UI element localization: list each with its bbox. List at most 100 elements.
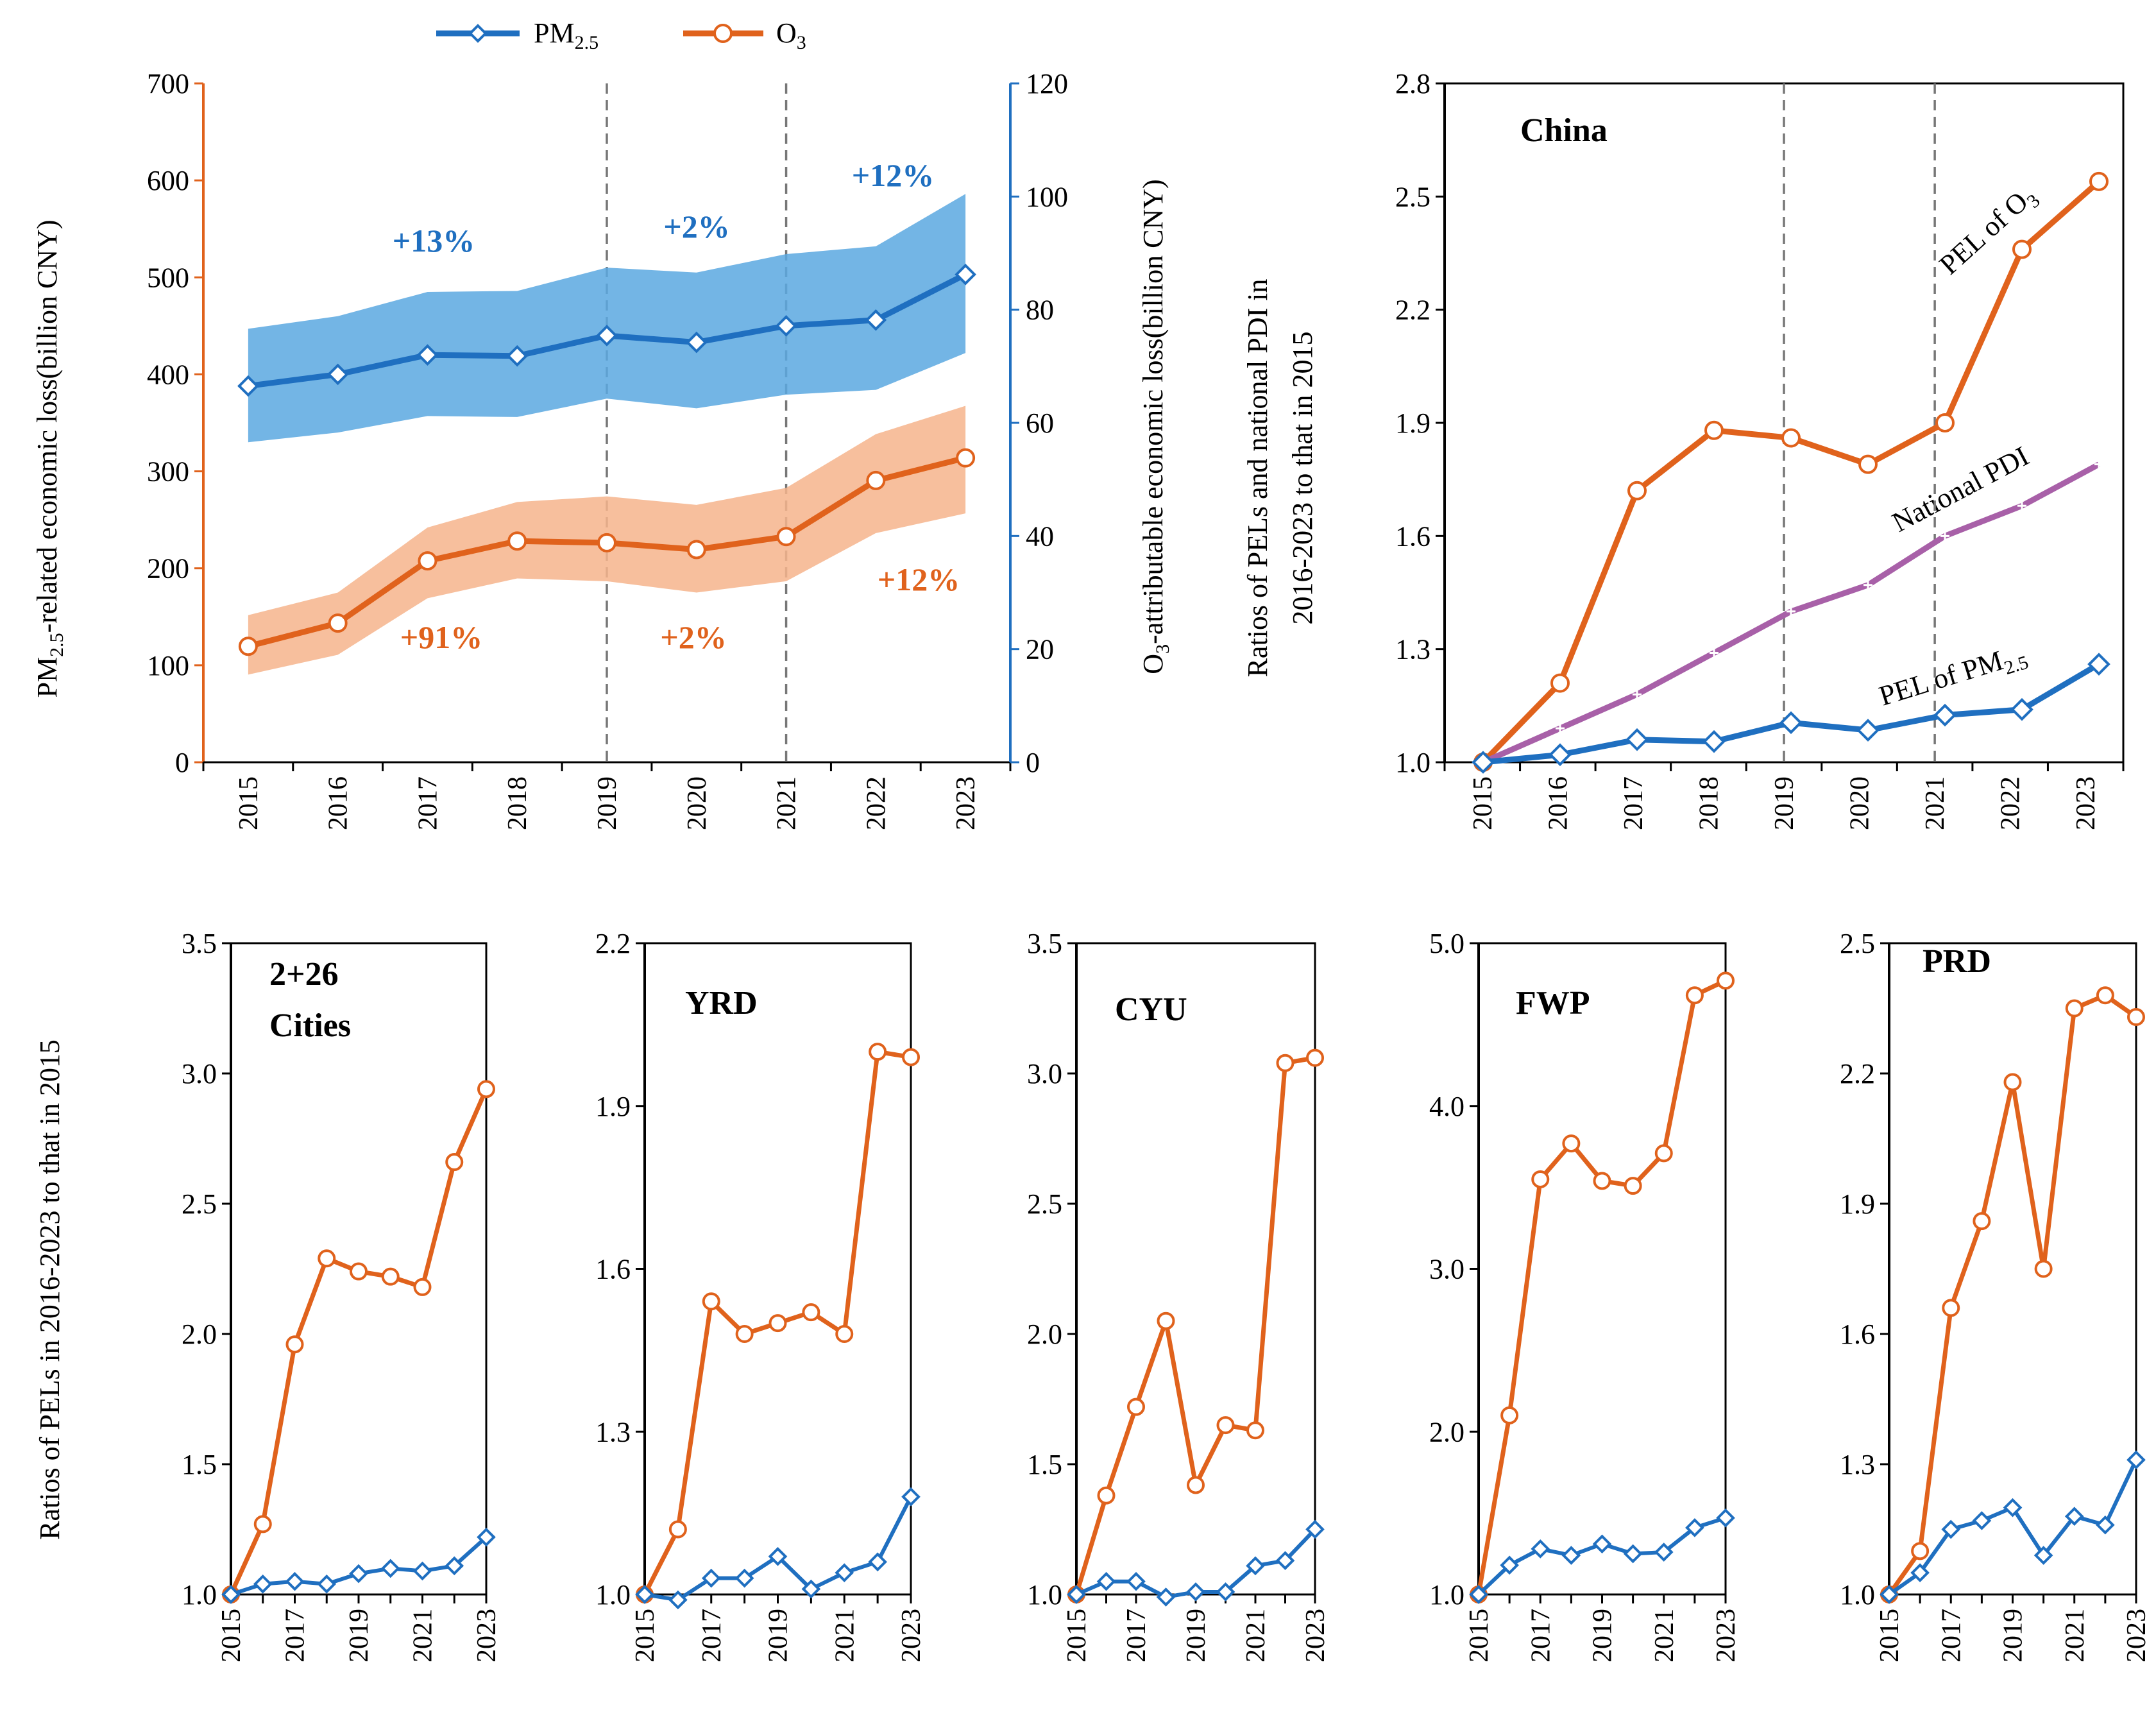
- y2-tick-label: 80: [1026, 295, 1054, 326]
- data-point: [237, 375, 259, 397]
- x-tick-label: 2023: [951, 776, 981, 830]
- y-tick-label: 3.5: [1027, 928, 1062, 959]
- y2-tick-label: 60: [1026, 407, 1054, 439]
- data-point: [2094, 459, 2103, 469]
- top-left-annotations: +13% +2% +12% +91% +2% +12%: [393, 157, 960, 655]
- y-tick-label: 100: [147, 650, 189, 681]
- data-point: [1654, 1144, 1673, 1163]
- series-line-o3: [1476, 978, 1727, 1595]
- y-tick-label: 2.2: [1395, 295, 1430, 326]
- data-point: [735, 1325, 754, 1343]
- data-point: [668, 1590, 688, 1610]
- y-tick-label: 2.5: [1840, 928, 1875, 959]
- data-point: [2003, 1073, 2022, 1091]
- y2-tick-label: 40: [1026, 520, 1054, 552]
- x-tick-label: 2019: [344, 1609, 374, 1662]
- y-tick-label: 2.5: [182, 1188, 217, 1220]
- y-tick-label: 300: [147, 456, 189, 488]
- legend-pm-marker: [468, 24, 488, 43]
- x-tick-label: 2019: [1182, 1609, 1211, 1662]
- data-point: [1531, 1539, 1550, 1559]
- data-point: [869, 1043, 887, 1061]
- data-point: [865, 309, 887, 331]
- panel-china: 1.0 1.3 1.6 1.9 2.2 2.5 2.8 2015 2016 2017 2018 201…: [1395, 68, 2125, 830]
- data-point: [685, 331, 708, 354]
- data-point: [768, 1314, 787, 1333]
- data-point: [221, 1585, 241, 1604]
- data-point: [1097, 1486, 1116, 1505]
- data-point: [775, 315, 797, 337]
- x-tick-label: 2015: [631, 1609, 660, 1662]
- data-point: [1787, 606, 1795, 616]
- data-point: [317, 1574, 337, 1594]
- data-point: [1685, 986, 1704, 1005]
- data-point: [2033, 1546, 2053, 1565]
- annotation-o3-3: +12%: [878, 561, 960, 597]
- data-point: [668, 1520, 687, 1539]
- data-point: [1550, 673, 1570, 693]
- x-tick-label: 2015: [1875, 1609, 1905, 1662]
- y-tick-label: 2.5: [1395, 181, 1430, 212]
- x-tick-label: 2023: [472, 1609, 502, 1662]
- data-point: [2089, 171, 2109, 191]
- data-point: [2096, 986, 2114, 1005]
- data-point: [776, 527, 796, 547]
- x-tick-label: 2017: [413, 776, 443, 830]
- legend-o3-marker: [713, 24, 733, 43]
- data-point: [1624, 1177, 1642, 1195]
- x-tick-label: 2016: [1543, 776, 1573, 830]
- y-tick-label: 1.0: [1027, 1579, 1062, 1611]
- china-label-pdi: National PDI: [1887, 440, 2034, 538]
- data-point: [1276, 1054, 1294, 1072]
- data-point: [1942, 1299, 1960, 1317]
- data-point: [1549, 743, 1572, 767]
- x-tick-label: 2023: [2122, 1609, 2152, 1662]
- y-tick-label: 1.3: [595, 1416, 631, 1448]
- y-tick-label: 1.6: [1395, 520, 1430, 552]
- data-point: [285, 1335, 304, 1354]
- legend-o3-label: O3: [776, 17, 806, 53]
- data-point: [1306, 1048, 1324, 1067]
- x-tick-label: 2019: [1588, 1609, 1618, 1662]
- y-tick-label: 2.8: [1395, 68, 1430, 99]
- x-tick-label: 2015: [217, 1609, 246, 1662]
- y-tick-label: 400: [147, 359, 189, 390]
- x-tick-label: 2021: [2060, 1609, 2090, 1662]
- x-tick-label: 2019: [764, 1609, 794, 1662]
- data-point: [2064, 1507, 2084, 1526]
- y-tick-label: 1.0: [1429, 1579, 1464, 1611]
- data-point: [1702, 730, 1726, 753]
- x-tick-label: 2021: [1650, 1609, 1679, 1662]
- data-point: [1625, 728, 1649, 751]
- title-prd: PRD: [1923, 943, 1991, 980]
- plot-frame: [1477, 942, 1727, 1596]
- data-point: [1941, 1519, 1961, 1539]
- data-point: [1156, 1587, 1176, 1607]
- china-label-o3: PEL of O3: [1933, 179, 2044, 284]
- data-point: [2017, 501, 2026, 511]
- china-ylabel-line1: Ratios of PELs and national PDI in: [1242, 279, 1273, 678]
- y-tick-label: 2.5: [1027, 1188, 1062, 1220]
- bottom-ylabel: Ratios of PELs in 2016-2023 to that in 2…: [34, 1039, 65, 1540]
- x-tick-label: 2020: [683, 776, 712, 830]
- y2-tick-label: 120: [1026, 68, 1068, 99]
- data-point: [1469, 1585, 1488, 1604]
- x-tick-label: 2019: [1999, 1609, 2028, 1662]
- y-tick-label: 1.5: [182, 1449, 217, 1480]
- y-tick-label: 2.0: [182, 1319, 217, 1350]
- data-point: [835, 1325, 854, 1343]
- data-point: [734, 1568, 754, 1588]
- title-2-26-line2: Cities: [269, 1007, 351, 1044]
- data-point: [1500, 1555, 1519, 1575]
- y-tick-label: 3.0: [1429, 1254, 1464, 1285]
- x-tick-label: 2023: [897, 1609, 926, 1662]
- title-2-26-line1: 2+26: [269, 956, 339, 993]
- x-tick-label: 2015: [1464, 1609, 1494, 1662]
- data-point: [413, 1277, 432, 1296]
- pm-uncertainty-band: [248, 194, 966, 443]
- data-point: [445, 1556, 464, 1576]
- data-point: [1704, 420, 1724, 440]
- data-point: [1633, 690, 1642, 699]
